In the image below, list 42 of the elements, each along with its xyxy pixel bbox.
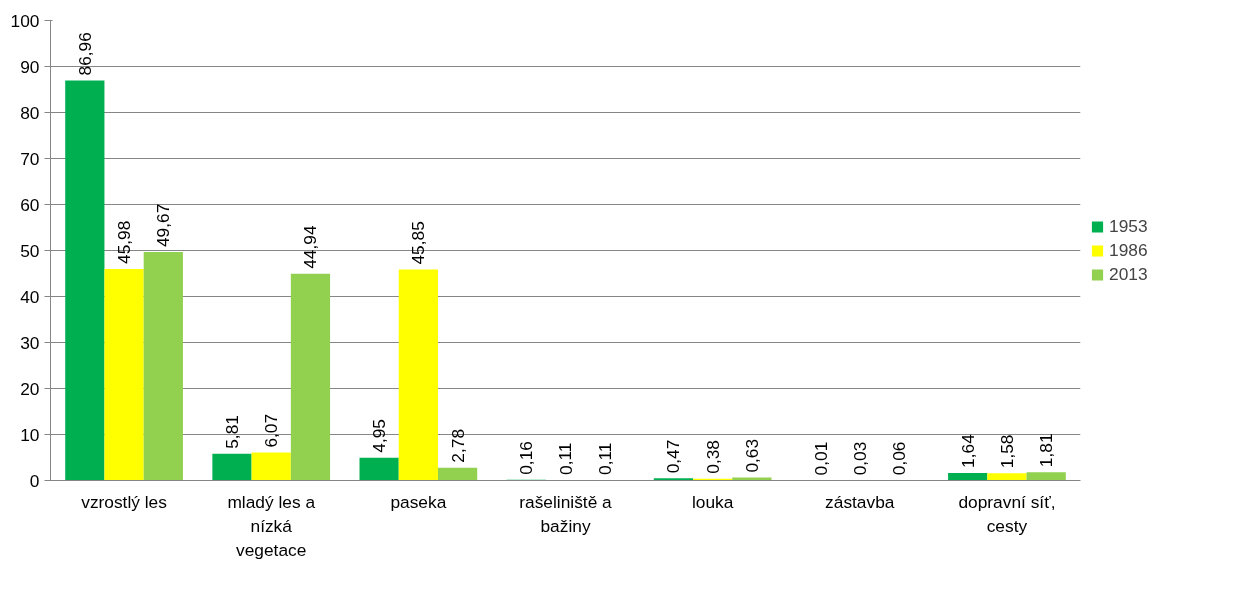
data-label: 0,16 — [516, 441, 537, 475]
data-label: 0,11 — [555, 442, 576, 475]
data-label: 45,85 — [408, 221, 429, 265]
y-tick-label: 90 — [20, 56, 40, 77]
data-label: 2,78 — [447, 428, 468, 463]
data-label: 1,58 — [996, 434, 1017, 469]
x-tick-label: louka — [691, 491, 734, 512]
data-label: 0,06 — [889, 441, 910, 476]
y-tick-label: 40 — [20, 286, 40, 307]
y-tick-label: 80 — [20, 102, 40, 123]
x-tick-label: mladý les a nízká vegetace — [227, 491, 316, 560]
data-label: 4,95 — [369, 419, 390, 453]
y-tick-label: 100 — [10, 10, 40, 31]
data-label: 0,01 — [810, 441, 831, 476]
data-label: 0,38 — [702, 440, 723, 474]
data-label: 0,11 — [594, 442, 615, 475]
y-tick-label: 30 — [20, 332, 40, 353]
data-label: 6,07 — [261, 413, 282, 448]
y-tick-label: 10 — [20, 424, 40, 445]
data-label: 86,96 — [74, 32, 95, 76]
x-tick-label: dopravní síť, cesty — [958, 491, 1056, 536]
data-label: 44,94 — [300, 225, 321, 269]
data-label: 1,81 — [1036, 433, 1057, 468]
data-label: 0,03 — [849, 441, 870, 476]
legend-label: 1953 — [1109, 215, 1149, 237]
legend-label: 2013 — [1109, 263, 1149, 285]
y-tick-label: 50 — [20, 240, 40, 261]
data-label: 0,63 — [741, 438, 762, 473]
data-label: 1,64 — [957, 433, 978, 468]
x-tick-label: rašeliniště a bažiny — [519, 491, 613, 536]
x-tick-label: vzrostlý les — [81, 491, 168, 512]
y-tick-label: 20 — [20, 378, 40, 399]
y-tick-label: 70 — [20, 148, 40, 169]
data-label: 49,67 — [153, 203, 174, 248]
x-tick-label: paseka — [390, 491, 447, 512]
data-label: 45,98 — [114, 220, 135, 264]
legend-label: 1986 — [1109, 239, 1149, 261]
data-label: 5,81 — [221, 415, 242, 449]
y-tick-label: 0 — [29, 470, 40, 491]
data-label: 0,47 — [663, 439, 684, 474]
y-tick-label: 60 — [20, 194, 40, 215]
x-tick-label: zástavba — [825, 491, 895, 512]
